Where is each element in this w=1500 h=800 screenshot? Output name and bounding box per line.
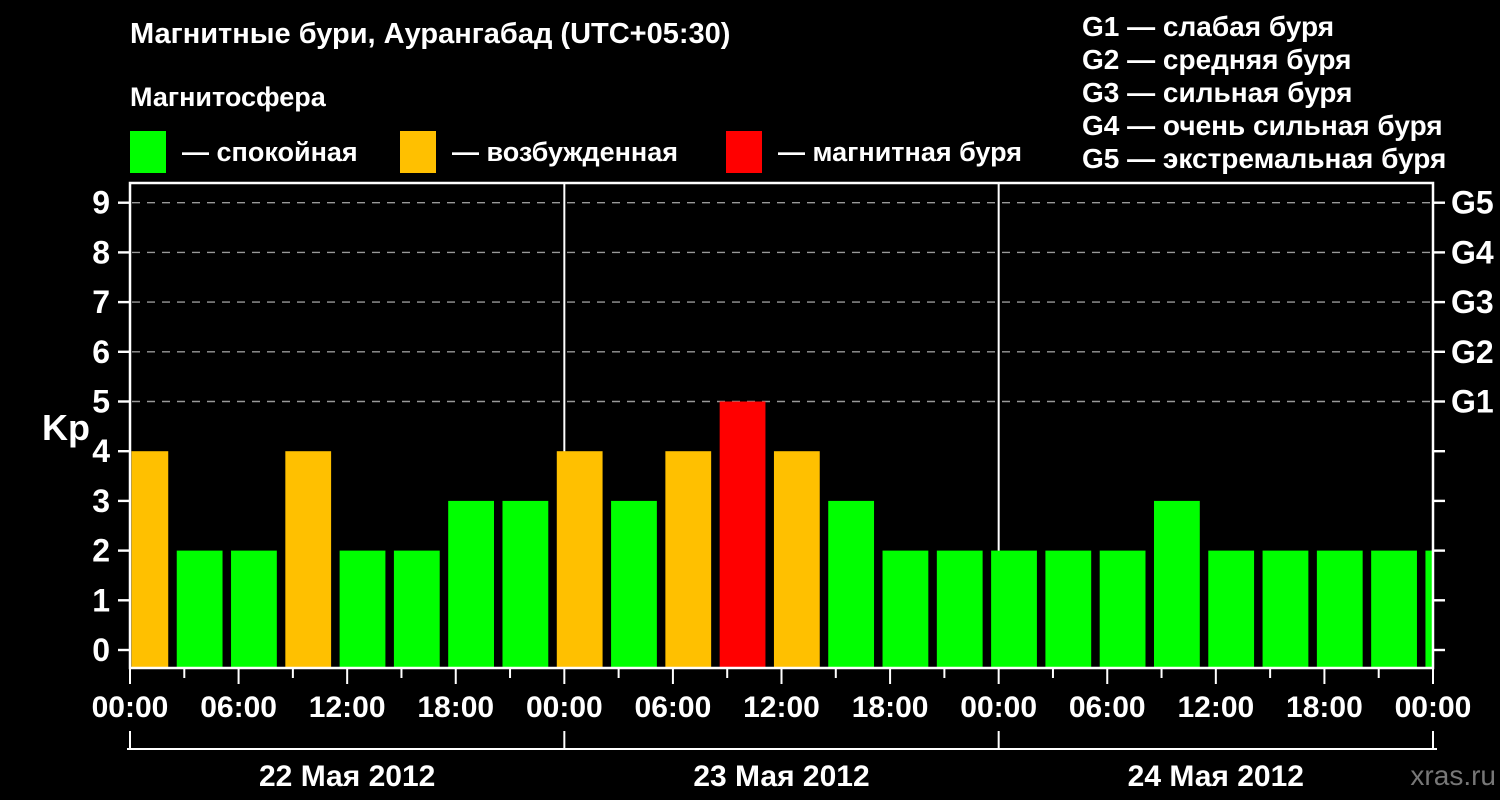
kp-bar bbox=[773, 451, 820, 668]
x-tick-label: 06:00 bbox=[635, 691, 712, 724]
y-tick-label: 5 bbox=[92, 384, 110, 420]
kp-bar bbox=[231, 550, 277, 668]
g-scale-label: G3 bbox=[1451, 284, 1494, 320]
kp-bar bbox=[611, 500, 657, 668]
legend-item-storm: — магнитная буря bbox=[726, 131, 1022, 173]
kp-bar bbox=[448, 500, 494, 668]
storm-scale-line-g5: G5 — экстремальная буря bbox=[1082, 143, 1447, 174]
y-tick-label: 2 bbox=[92, 533, 110, 569]
kp-bar bbox=[936, 550, 983, 668]
x-tick-label: 18:00 bbox=[1286, 691, 1363, 724]
x-tick-label: 00:00 bbox=[92, 691, 169, 724]
date-label: 24 Мая 2012 bbox=[1128, 760, 1304, 793]
kp-bar bbox=[665, 451, 712, 668]
kp-bar bbox=[1099, 550, 1146, 668]
x-tick-label: 00:00 bbox=[1395, 691, 1472, 724]
g-scale-label: G2 bbox=[1451, 334, 1494, 370]
x-tick-label: 06:00 bbox=[1069, 691, 1146, 724]
g-scale-label: G4 bbox=[1451, 234, 1494, 270]
watermark: xras.ru bbox=[1410, 760, 1496, 791]
legend-item-unsettled: — возбужденная bbox=[400, 131, 678, 173]
x-tick-label: 18:00 bbox=[852, 691, 929, 724]
kp-bar bbox=[1045, 550, 1092, 668]
plot-border bbox=[128, 181, 1435, 670]
kp-bar bbox=[339, 550, 386, 668]
x-tick-label: 00:00 bbox=[526, 691, 603, 724]
magnetosphere-subtitle: Магнитосфера bbox=[130, 82, 326, 112]
storm-scale-line-g2: G2 — средняя буря bbox=[1082, 44, 1352, 75]
x-tick-label: 18:00 bbox=[417, 691, 494, 724]
storm-scale-line-g3: G3 — сильная буря bbox=[1082, 77, 1353, 108]
y-tick-label: 6 bbox=[92, 334, 110, 370]
kp-bar bbox=[393, 550, 440, 668]
kp-bar bbox=[176, 550, 223, 668]
legend-label-quiet: — спокойная bbox=[182, 137, 358, 167]
y-axis-title: Kp bbox=[42, 407, 90, 448]
storm-color-swatch bbox=[726, 131, 762, 173]
kp-bar bbox=[828, 500, 875, 668]
kp-bar bbox=[502, 500, 549, 668]
kp-bar bbox=[991, 550, 1037, 668]
kp-bar bbox=[719, 401, 766, 668]
y-tick-label: 3 bbox=[92, 483, 110, 519]
y-tick-label: 7 bbox=[92, 284, 110, 320]
x-tick-label: 12:00 bbox=[1177, 691, 1254, 724]
kp-bar bbox=[1262, 550, 1309, 668]
kp-bar bbox=[285, 451, 332, 668]
page-title: Магнитные бури, Аурангабад (UTC+05:30) bbox=[130, 18, 731, 50]
g-scale-label: G5 bbox=[1451, 185, 1494, 221]
storm-scale-legend: G1 — слабая буря G2 — средняя буря G3 — … bbox=[1082, 10, 1446, 175]
legend-label-storm: — магнитная буря bbox=[778, 137, 1022, 167]
kp-bar bbox=[1316, 550, 1363, 668]
y-tick-label: 0 bbox=[92, 632, 110, 668]
x-tick-label: 12:00 bbox=[309, 691, 386, 724]
kp-bar bbox=[1153, 500, 1200, 668]
unsettled-color-swatch bbox=[400, 131, 436, 173]
y-tick-label: 4 bbox=[92, 433, 110, 469]
quiet-color-swatch bbox=[130, 131, 166, 173]
x-tick-label: 00:00 bbox=[960, 691, 1037, 724]
legend-item-quiet: — спокойная bbox=[130, 131, 358, 173]
date-label: 23 Мая 2012 bbox=[693, 760, 869, 793]
kp-bar bbox=[882, 550, 929, 668]
x-tick-label: 12:00 bbox=[743, 691, 820, 724]
kp-bar bbox=[131, 451, 169, 668]
date-label: 22 Мая 2012 bbox=[259, 760, 435, 793]
kp-bar bbox=[1208, 550, 1255, 668]
legend-label-unsettled: — возбужденная bbox=[452, 137, 678, 167]
storm-scale-line-g4: G4 — очень сильная буря bbox=[1082, 110, 1443, 141]
g-scale-label: G1 bbox=[1451, 384, 1494, 420]
kp-bar bbox=[556, 451, 603, 668]
y-tick-label: 1 bbox=[92, 582, 110, 618]
y-tick-label: 8 bbox=[92, 234, 110, 270]
kp-bar bbox=[1425, 550, 1432, 668]
kp-bar bbox=[1371, 550, 1417, 668]
storm-scale-line-g1: G1 — слабая буря bbox=[1082, 11, 1335, 42]
x-tick-label: 06:00 bbox=[200, 691, 277, 724]
y-tick-label: 9 bbox=[92, 185, 110, 221]
